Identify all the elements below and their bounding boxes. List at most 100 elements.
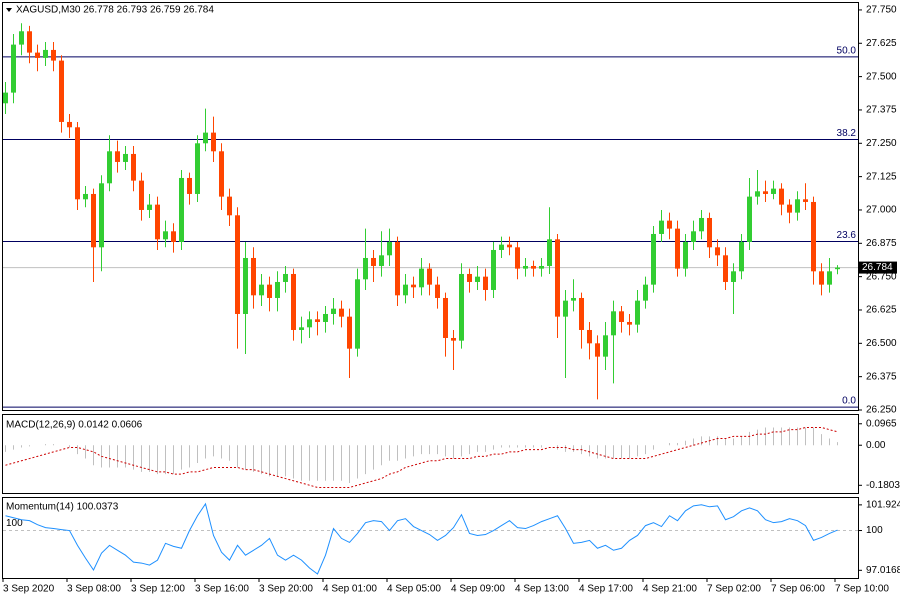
y-tick-label: 26.750 [866, 271, 897, 282]
candle-body [811, 201, 816, 272]
candle-body [131, 153, 136, 181]
x-tick-label: 4 Sep 05:00 [387, 584, 441, 595]
candle-body [795, 199, 800, 213]
level-label: 100 [6, 518, 23, 529]
candle-body [251, 257, 256, 296]
candle-body [187, 177, 192, 194]
candle-body [627, 321, 632, 325]
candle-body [19, 31, 24, 45]
y-tick-label: 100 [866, 525, 883, 536]
y-tick-label: 26.875 [866, 238, 897, 249]
candle-body [83, 193, 88, 200]
candle-body [243, 257, 248, 314]
candle-body [155, 204, 160, 240]
candle-body [387, 241, 392, 256]
y-tick-label: 27.000 [866, 205, 897, 216]
candle-body [59, 60, 64, 122]
y-tick-label: 0.00 [866, 440, 886, 451]
x-tick-label: 4 Sep 21:00 [643, 584, 697, 595]
candle-body [427, 268, 432, 285]
candle-body [123, 153, 128, 162]
fibo-label: 38.2 [837, 128, 857, 139]
candle-body [147, 204, 152, 210]
candle-body [211, 132, 216, 152]
chart-title: XAGUSD,M30 26.778 26.793 26.759 26.784 [16, 5, 214, 16]
candle-body [803, 199, 808, 202]
candle-body [683, 241, 688, 269]
candle-body [771, 188, 776, 194]
momentum-panel [2, 497, 859, 579]
candle-body [3, 92, 8, 104]
momentum-title: Momentum(14) 100.0373 [6, 502, 119, 513]
x-tick-label: 7 Sep 02:00 [707, 584, 761, 595]
y-tick-label: 26.250 [866, 405, 897, 416]
candle-body [475, 276, 480, 282]
y-tick-label: 27.375 [866, 105, 897, 116]
candle-body [467, 273, 472, 282]
y-tick-label: 26.500 [866, 338, 897, 349]
candle-body [555, 239, 560, 317]
candle-body [643, 284, 648, 301]
candle-body [779, 188, 784, 205]
candle-body [179, 177, 184, 242]
x-tick-label: 4 Sep 09:00 [451, 584, 505, 595]
candle-body [115, 151, 120, 162]
candle-body [235, 215, 240, 314]
candle-body [507, 244, 512, 248]
candle-body [75, 127, 80, 200]
candle-body [315, 319, 320, 322]
candle-body [275, 281, 280, 298]
candle-body [755, 191, 760, 197]
candle-body [267, 284, 272, 298]
candle-body [323, 313, 328, 322]
candle-body [283, 273, 288, 282]
x-tick-label: 7 Sep 06:00 [771, 584, 825, 595]
y-tick-label: -0.1803 [866, 480, 900, 491]
bid-label: 26.784 [862, 262, 893, 273]
candle-body [27, 31, 32, 53]
candle-body [11, 44, 16, 93]
candle-body [291, 273, 296, 330]
x-tick-label: 4 Sep 17:00 [579, 584, 633, 595]
candle-body [99, 183, 104, 248]
fibo-label: 23.6 [837, 230, 857, 241]
x-tick-label: 7 Sep 10:00 [835, 584, 889, 595]
x-tick-label: 4 Sep 01:00 [323, 584, 377, 595]
candle-body [139, 180, 144, 210]
candle-body [707, 217, 712, 248]
candle-body [35, 52, 40, 58]
candle-body [339, 308, 344, 317]
candle-body [595, 343, 600, 357]
candle-body [499, 244, 504, 250]
candle-body [371, 257, 376, 266]
candle-body [835, 267, 840, 270]
candle-body [299, 327, 304, 330]
candle-body [403, 284, 408, 296]
candle-body [227, 196, 232, 216]
candle-body [827, 271, 832, 285]
candle-body [331, 308, 336, 314]
y-tick-label: 27.500 [866, 71, 897, 82]
collapse-icon [6, 8, 12, 12]
candle-body [411, 284, 416, 288]
signal-line [5, 426, 838, 488]
y-tick-label: 101.9244 [866, 500, 900, 511]
candle-body [723, 255, 728, 282]
x-tick-label: 3 Sep 12:00 [131, 584, 185, 595]
candle-body [483, 276, 488, 290]
candle-body [715, 247, 720, 256]
candle-body [107, 151, 112, 184]
candle-body [611, 311, 616, 336]
candle-body [667, 220, 672, 229]
y-tick-label: 0.0965 [866, 418, 897, 429]
candle-body [515, 247, 520, 269]
candle-body [195, 143, 200, 194]
candle-body [579, 297, 584, 330]
candle-body [51, 49, 56, 61]
candle-body [307, 319, 312, 328]
candle-body [171, 231, 176, 242]
candle-body [651, 233, 656, 285]
candle-body [451, 337, 456, 341]
